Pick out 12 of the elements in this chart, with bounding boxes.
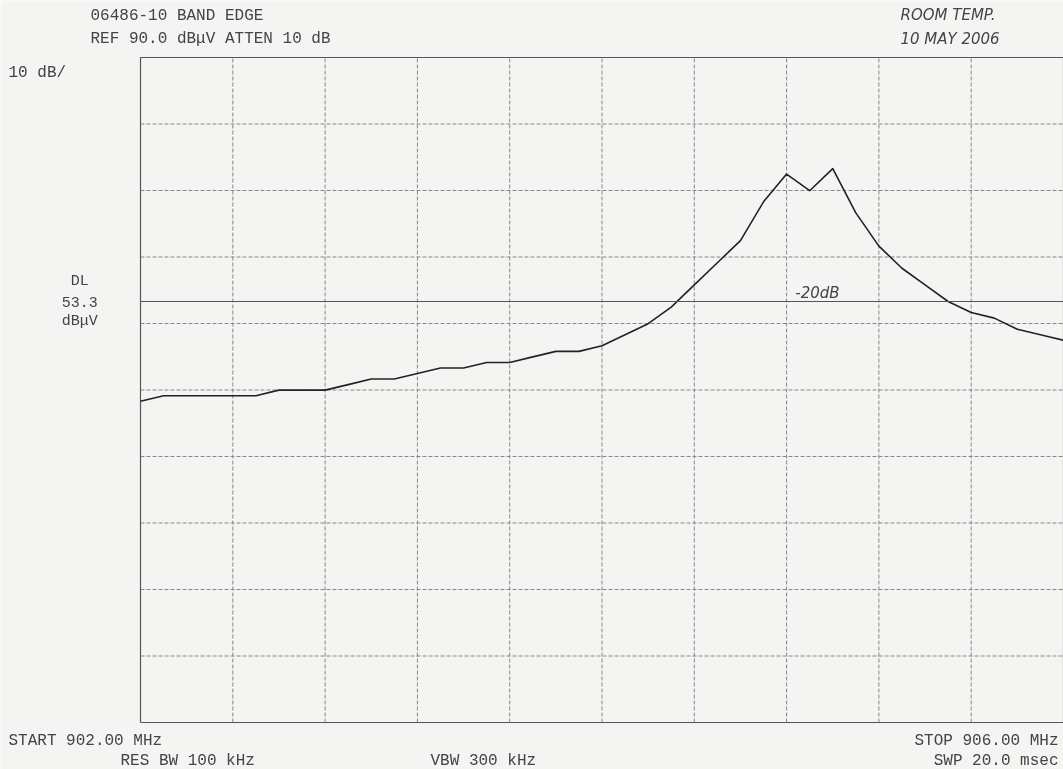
annotation: -20dB <box>795 283 840 302</box>
text: ROOM TEMP. <box>900 5 996 24</box>
text: START 902.00 MHz <box>8 731 163 750</box>
text: VBW 300 kHz <box>430 751 537 769</box>
text: 10 MAY 2006 <box>900 29 1000 48</box>
chart-title: 06486-10 BAND EDGE <box>90 6 264 25</box>
text: STOP 906.00 MHz <box>914 731 1059 750</box>
ref-line-label: DL 53.3 dBμV <box>61 273 98 331</box>
text: 10 dB/ <box>8 63 67 82</box>
text: SWP 20.0 msec <box>933 751 1059 769</box>
chart-subtitle: REF 90.0 dBμV ATTEN 10 dB <box>90 29 331 48</box>
text: RES BW 100 kHz <box>120 751 255 769</box>
